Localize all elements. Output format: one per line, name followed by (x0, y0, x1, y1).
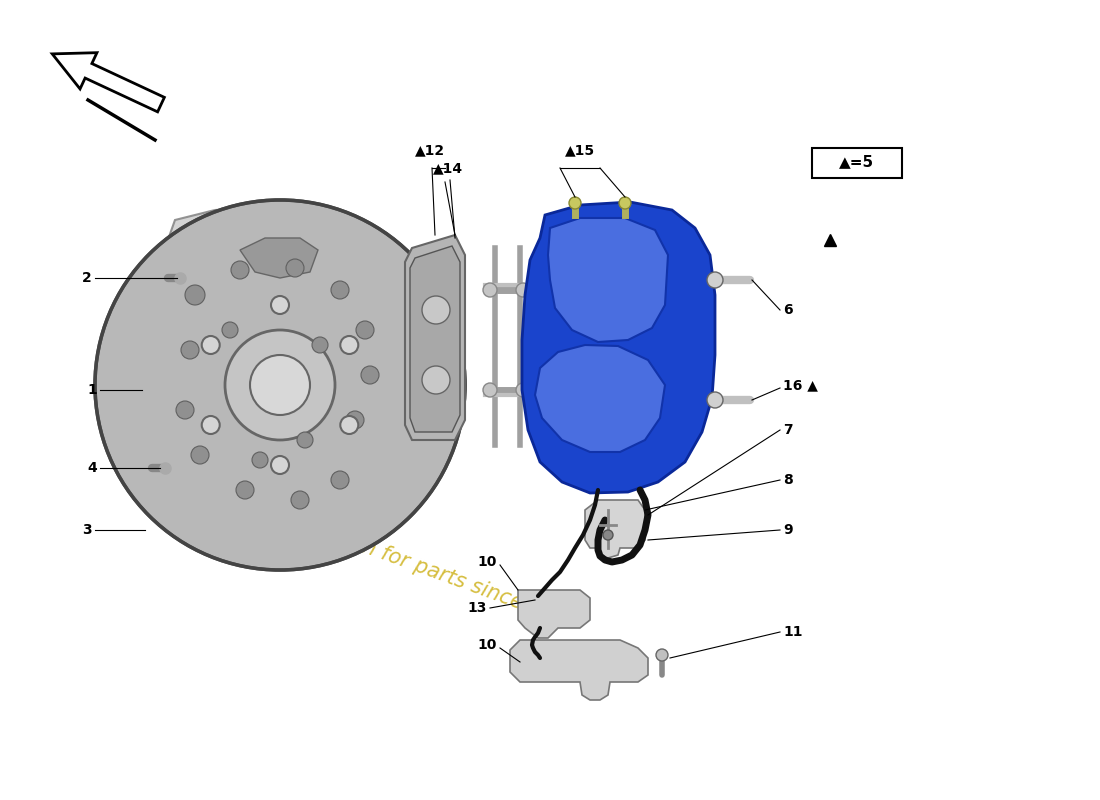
Text: 7: 7 (783, 423, 793, 437)
Circle shape (191, 446, 209, 464)
Polygon shape (522, 202, 715, 493)
Circle shape (483, 383, 497, 397)
Polygon shape (410, 246, 460, 432)
Circle shape (286, 259, 304, 277)
Text: 8: 8 (783, 473, 793, 487)
Text: 10: 10 (477, 555, 497, 569)
Polygon shape (52, 53, 164, 112)
Text: 10: 10 (477, 638, 497, 652)
Circle shape (252, 452, 268, 468)
Circle shape (222, 322, 238, 338)
Text: 13: 13 (468, 601, 487, 615)
Polygon shape (240, 238, 318, 278)
Circle shape (226, 330, 336, 440)
Circle shape (292, 491, 309, 509)
Circle shape (271, 456, 289, 474)
Circle shape (340, 416, 359, 434)
Circle shape (619, 197, 631, 209)
Polygon shape (518, 590, 590, 638)
Circle shape (271, 296, 289, 314)
Circle shape (312, 337, 328, 353)
Circle shape (201, 416, 220, 434)
Circle shape (182, 341, 199, 359)
Polygon shape (548, 218, 668, 342)
Polygon shape (585, 500, 645, 558)
Circle shape (185, 285, 205, 305)
Text: 11: 11 (783, 625, 803, 639)
Text: 16 ▲: 16 ▲ (783, 378, 818, 392)
Text: 2: 2 (82, 271, 92, 285)
Circle shape (95, 200, 465, 570)
Text: 3: 3 (82, 523, 92, 537)
Circle shape (707, 392, 723, 408)
Circle shape (516, 283, 530, 297)
Polygon shape (510, 640, 648, 700)
Circle shape (483, 283, 497, 297)
Text: 6: 6 (783, 303, 793, 317)
Polygon shape (535, 345, 666, 452)
Circle shape (422, 296, 450, 324)
Text: 4: 4 (87, 461, 97, 475)
Polygon shape (405, 235, 465, 440)
Circle shape (422, 366, 450, 394)
Text: 1: 1 (87, 383, 97, 397)
Circle shape (176, 401, 194, 419)
Circle shape (340, 336, 359, 354)
Circle shape (707, 272, 723, 288)
Text: 9: 9 (783, 523, 793, 537)
Circle shape (569, 197, 581, 209)
Circle shape (331, 471, 349, 489)
Circle shape (201, 336, 220, 354)
Text: ▲14: ▲14 (433, 161, 463, 175)
Text: ▲=5: ▲=5 (839, 154, 875, 170)
Circle shape (236, 481, 254, 499)
Polygon shape (120, 208, 290, 560)
Text: ▲15: ▲15 (565, 143, 595, 157)
Text: ▲12: ▲12 (415, 143, 446, 157)
Circle shape (250, 355, 310, 415)
Circle shape (516, 383, 530, 397)
Circle shape (656, 649, 668, 661)
Circle shape (297, 432, 313, 448)
FancyBboxPatch shape (812, 148, 902, 178)
Text: a passion for parts since 1985: a passion for parts since 1985 (278, 506, 582, 634)
Circle shape (331, 281, 349, 299)
Circle shape (231, 261, 249, 279)
Circle shape (603, 530, 613, 540)
Circle shape (346, 411, 364, 429)
Circle shape (361, 366, 379, 384)
Circle shape (356, 321, 374, 339)
